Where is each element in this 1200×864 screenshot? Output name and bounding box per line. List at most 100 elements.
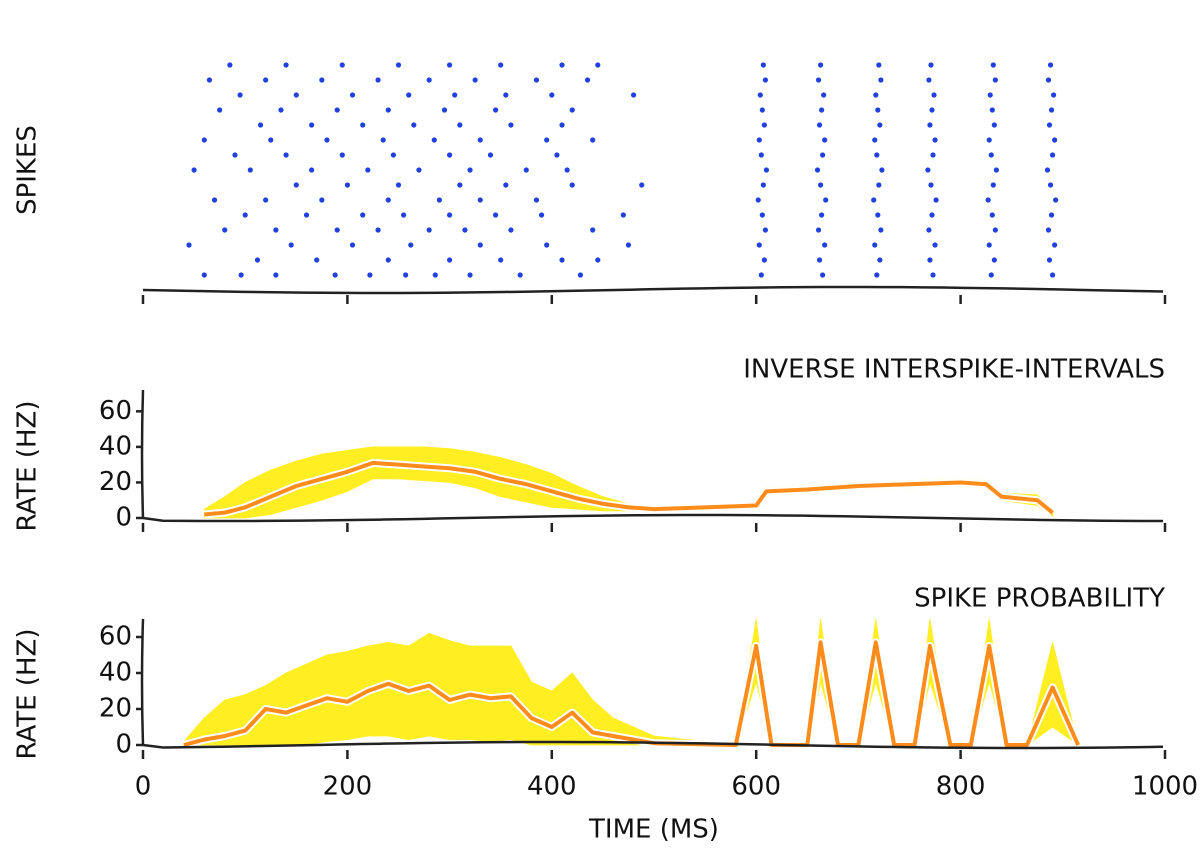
spike-dot: [232, 152, 238, 158]
spike-dot: [324, 137, 330, 143]
spike-dot: [1049, 272, 1056, 278]
spike-dot: [819, 107, 825, 113]
spike-dot: [314, 257, 320, 263]
spike-dot: [554, 152, 560, 158]
spike-dot: [201, 137, 207, 143]
panel-title: SPIKE PROBABILITY: [914, 584, 1165, 614]
spike-dot: [309, 167, 315, 173]
spike-dot: [930, 272, 936, 278]
spike-dot: [426, 227, 432, 233]
spike-dot: [761, 122, 767, 128]
rate-line: [183, 640, 1080, 747]
spike-dot: [273, 272, 279, 278]
spike-dot: [875, 212, 881, 218]
spike-dot: [625, 242, 632, 248]
spike-dot: [930, 152, 936, 158]
spike-dot: [758, 272, 764, 278]
spike-dot: [821, 92, 827, 98]
spike-dot: [559, 122, 565, 128]
spike-dot: [503, 92, 509, 98]
x-tick-label: 200: [323, 772, 373, 802]
spike-dot: [403, 272, 409, 278]
spike-dot: [992, 77, 998, 83]
spike-dot: [1047, 182, 1054, 188]
spike-dot: [201, 272, 207, 278]
spike-dot: [762, 77, 768, 83]
spike-dot: [925, 167, 931, 173]
spike-dot: [416, 167, 422, 173]
spike-dot: [273, 227, 279, 233]
spike-dot: [477, 242, 483, 248]
spike-dot: [380, 137, 386, 143]
spike-dot: [206, 77, 213, 83]
spike-dot: [303, 212, 310, 218]
spike-dot: [879, 167, 885, 173]
spike-dot: [926, 227, 932, 233]
confidence-band: [449, 640, 471, 740]
spike-dot: [1045, 227, 1052, 233]
spike-dot: [263, 197, 269, 203]
spike-dot: [1045, 77, 1052, 83]
spike-dot: [927, 122, 933, 128]
spike-dot: [217, 107, 223, 113]
spike-dot: [385, 257, 391, 263]
y-tick-label: 60: [99, 622, 132, 652]
spike-dot: [1048, 107, 1055, 113]
spike-dot: [375, 227, 381, 233]
spike-dot: [498, 62, 504, 68]
spike-dot: [816, 122, 823, 128]
spike-dot: [334, 227, 340, 233]
spike-dot: [447, 152, 453, 158]
spike-dot: [569, 182, 575, 188]
spike-dot: [293, 182, 299, 188]
spike-dot: [375, 77, 381, 83]
spike-dot: [401, 212, 407, 218]
spike-dot: [756, 137, 762, 143]
spike-dot: [238, 272, 244, 278]
spike-dot: [929, 107, 935, 113]
spike-dot: [247, 167, 253, 173]
y-tick-label: 40: [99, 431, 132, 461]
spike-dot: [932, 242, 938, 248]
spike-dot: [815, 227, 822, 233]
y-tick-label: 20: [99, 694, 132, 724]
spike-dot: [757, 92, 763, 98]
spike-dot: [928, 62, 934, 68]
spike-dot: [928, 182, 934, 188]
spike-dot: [390, 152, 396, 158]
x-axis: [142, 740, 1164, 750]
x-tick-label: 400: [527, 772, 577, 802]
spike-dot: [533, 77, 540, 83]
spike-dot: [755, 197, 761, 203]
spike-dot: [517, 272, 523, 278]
spike-dot: [538, 212, 545, 218]
spike-dot: [823, 197, 829, 203]
spike-dot: [878, 227, 884, 233]
spike-dot: [1052, 137, 1058, 143]
rate-line: [204, 460, 1054, 517]
spike-dot: [263, 77, 269, 83]
spike-dot: [1046, 122, 1053, 128]
spike-dot: [872, 242, 878, 248]
spike-dot: [878, 77, 884, 83]
spike-dot: [584, 77, 591, 83]
spike-dot: [822, 137, 828, 143]
spike-dot: [564, 167, 570, 173]
spike-dot: [406, 92, 412, 98]
spike-dot: [395, 182, 402, 188]
spike-dot: [987, 92, 993, 98]
spike-dot: [873, 92, 879, 98]
spike-dot: [344, 182, 350, 188]
spike-dot: [559, 62, 565, 68]
spike-dot: [630, 92, 637, 98]
spike-dot: [1048, 212, 1055, 218]
spike-dot: [988, 152, 994, 158]
spike-dot: [447, 62, 453, 68]
spike-dot: [339, 152, 345, 158]
spike-dot: [989, 212, 995, 218]
spike-dot: [498, 257, 504, 263]
spike-dot: [211, 197, 218, 203]
confidence-band: [530, 681, 553, 746]
x-tick-label: 0: [135, 772, 152, 802]
